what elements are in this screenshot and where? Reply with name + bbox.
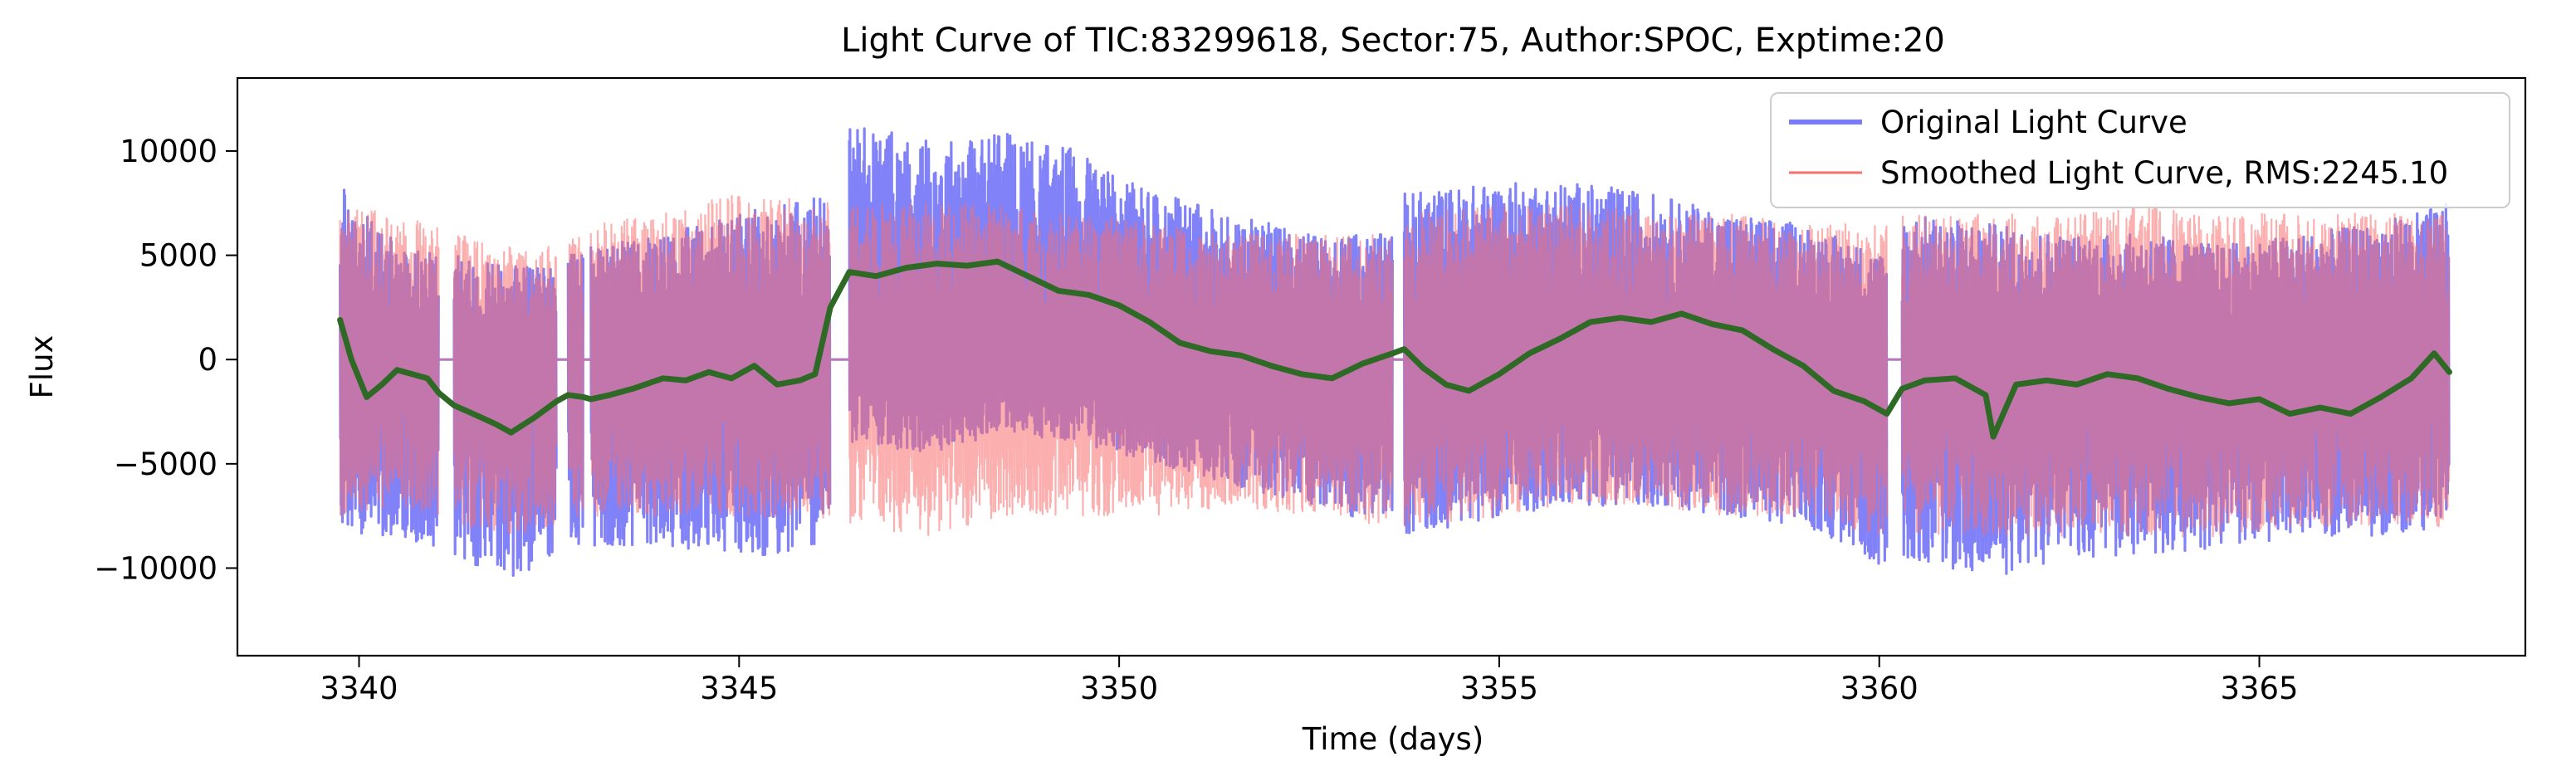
x-tick-label: 3350 bbox=[1080, 671, 1158, 706]
y-tick-label: −10000 bbox=[94, 550, 218, 586]
band-segment bbox=[848, 202, 1394, 536]
trend-line bbox=[337, 258, 2452, 440]
x-tick: 3350 bbox=[1080, 656, 1158, 706]
x-tick-label: 3340 bbox=[320, 671, 398, 706]
chart-title: Light Curve of TIC:83299618, Sector:75, … bbox=[841, 22, 1945, 60]
legend-box bbox=[1770, 92, 2510, 208]
y-axis-label: Flux bbox=[24, 335, 60, 399]
band-segment bbox=[452, 235, 558, 534]
y-tick: −5000 bbox=[114, 447, 237, 482]
band-segment bbox=[589, 194, 831, 519]
smoothed-light-curve-band bbox=[339, 194, 2451, 538]
y-tick-label: −5000 bbox=[114, 447, 218, 482]
y-tick-label: 0 bbox=[198, 342, 218, 378]
y-tick: 5000 bbox=[139, 238, 237, 274]
x-tick-label: 3365 bbox=[2220, 671, 2298, 706]
x-tick-label: 3360 bbox=[1840, 671, 1919, 706]
y-tick: 10000 bbox=[120, 134, 237, 169]
x-tick-label: 3345 bbox=[700, 671, 778, 706]
plot-area bbox=[337, 127, 2452, 577]
legend-label-original: Original Light Curve bbox=[1880, 105, 2187, 140]
x-tick: 3340 bbox=[320, 656, 398, 706]
legend: Original Light Curve Smoothed Light Curv… bbox=[1770, 92, 2510, 208]
x-axis-ticks: 3340 3345 3350 3355 3360 3365 bbox=[320, 656, 2299, 706]
y-tick-label: 5000 bbox=[139, 238, 218, 274]
band-segment bbox=[1403, 203, 1888, 534]
x-axis-label: Time (days) bbox=[1302, 721, 1484, 757]
x-tick: 3345 bbox=[700, 656, 778, 706]
trend-line-path bbox=[337, 258, 2452, 440]
x-tick: 3360 bbox=[1840, 656, 1919, 706]
legend-label-smoothed: Smoothed Light Curve, RMS:2245.10 bbox=[1880, 155, 2448, 191]
y-tick: −10000 bbox=[94, 550, 237, 586]
plot-frame bbox=[236, 76, 2527, 657]
band-segment bbox=[339, 209, 440, 516]
x-tick-label: 3355 bbox=[1460, 671, 1538, 706]
y-tick: 0 bbox=[198, 342, 237, 378]
x-tick: 3355 bbox=[1460, 656, 1538, 706]
x-tick: 3365 bbox=[2220, 656, 2299, 706]
y-axis-ticks: −10000 −5000 0 5000 10000 bbox=[94, 134, 237, 586]
y-tick-label: 10000 bbox=[120, 134, 218, 169]
band-segment bbox=[567, 237, 584, 517]
